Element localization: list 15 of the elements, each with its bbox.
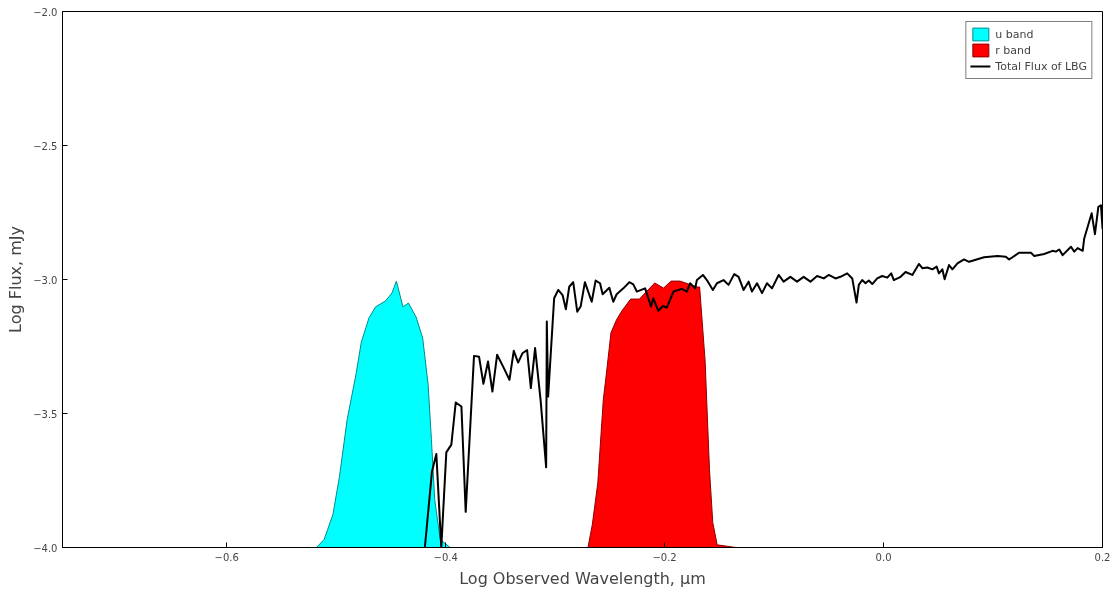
y-tick-label: −4.0 bbox=[33, 542, 58, 554]
x-axis-title: Log Observed Wavelength, μm bbox=[459, 568, 706, 588]
legend-label: Total Flux of LBG bbox=[995, 58, 1087, 74]
y-tick-label: −2.0 bbox=[33, 6, 58, 18]
x-tick-label: 0.0 bbox=[875, 551, 892, 563]
y-tick-label: −3.5 bbox=[33, 408, 58, 420]
y-tick-label: −2.5 bbox=[33, 140, 58, 152]
x-tick-label: 0.2 bbox=[1094, 551, 1111, 563]
y-tick-label: −3.0 bbox=[33, 274, 58, 286]
legend-label: u band bbox=[995, 26, 1034, 42]
x-tick-label: −0.4 bbox=[433, 551, 458, 563]
y-axis-title: Log Flux, mJy bbox=[6, 226, 26, 333]
legend-label: r band bbox=[995, 42, 1032, 58]
x-tick-label: −0.2 bbox=[652, 551, 677, 563]
x-tick-label: −0.6 bbox=[214, 551, 239, 563]
